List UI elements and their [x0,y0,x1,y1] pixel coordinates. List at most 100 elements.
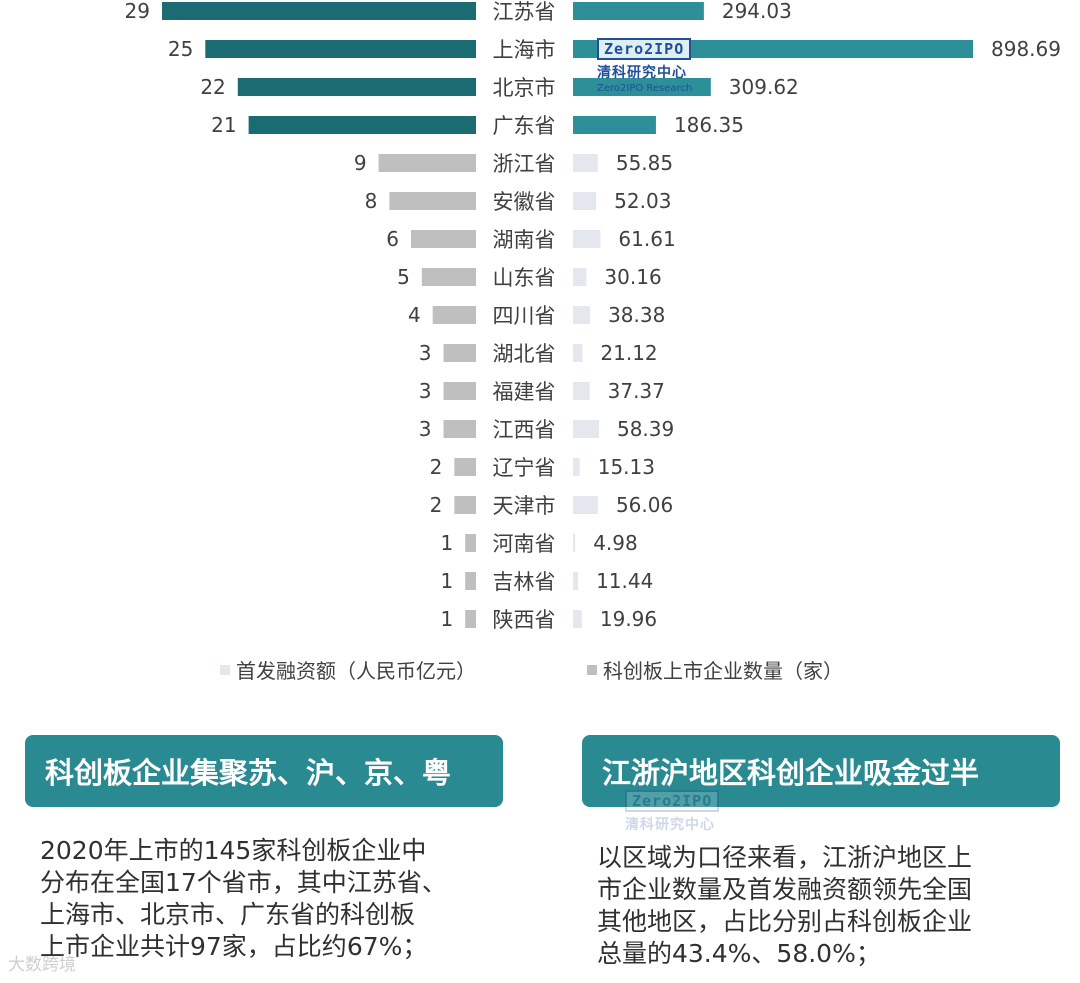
label-amount-7: 30.16 [604,265,661,289]
bar-amount-3 [573,116,656,134]
bar-amount-5 [573,192,597,210]
bar-count-1 [205,40,476,58]
label-amount-16: 19.96 [600,607,657,631]
category-label-9: 湖北省 [493,342,556,366]
legend-swatch-count [587,664,597,675]
label-count-4: 9 [354,151,367,175]
bar-amount-11 [573,420,599,438]
bar-count-2 [237,78,476,96]
category-label-3: 广东省 [493,114,556,138]
category-label-16: 陕西省 [493,608,556,632]
category-label-13: 天津市 [493,494,556,518]
legend-label-amount: 首发融资额（人民币亿元） [236,659,476,683]
label-count-12: 2 [430,455,443,479]
bar-amount-0 [573,2,704,20]
bar-count-16 [465,610,476,628]
label-count-15: 1 [440,569,453,593]
label-amount-13: 56.06 [616,493,673,517]
logo-en: Zero2IPO Research [597,83,693,94]
label-count-1: 25 [168,37,193,61]
text-line: 上海市、北京市、广东省的科创板 [40,900,416,929]
label-amount-4: 55.85 [616,151,673,175]
section-heading-right: 江浙沪地区科创企业吸金过半 [602,756,980,790]
category-label-7: 山东省 [493,266,556,290]
bar-count-6 [411,230,476,248]
category-label-8: 四川省 [493,304,556,328]
category-label-1: 上海市 [493,38,556,62]
text-line: 总量的43.4%、58.0%； [597,939,881,968]
bar-count-8 [432,306,476,324]
label-amount-11: 58.39 [617,417,674,441]
bar-amount-10 [573,382,590,400]
bar-count-0 [162,2,476,20]
category-label-4: 浙江省 [493,152,556,176]
category-label-6: 湖南省 [493,228,556,252]
section-text-right: 以区域为口径来看，江浙沪地区上 市企业数量及首发融资额领先全国 其他地区，占比分… [597,842,972,970]
logo-cn: 清科研究中心 [597,65,687,81]
bar-amount-8 [573,306,591,324]
bar-count-10 [443,382,476,400]
label-count-14: 1 [440,531,453,555]
category-label-11: 江西省 [493,418,556,442]
bar-amount-9 [573,344,583,362]
zero2ipo-logo: Zero2IPO 清科研究中心 Zero2IPO Research [597,38,692,94]
label-amount-9: 21.12 [600,341,657,365]
bar-amount-2 [573,78,711,96]
section-text-left: 2020年上市的145家科创板企业中 分布在全国17个省市，其中江苏省、 上海市… [40,835,447,963]
text-line: 上市企业共计97家，占比约67%； [40,932,428,961]
label-amount-15: 11.44 [596,569,653,593]
zero2ipo-logo-watermark: Zero2IPO 清科研究中心 [625,790,720,834]
bar-amount-7 [573,268,587,286]
label-count-5: 8 [365,189,378,213]
label-amount-6: 61.61 [618,227,675,251]
bar-count-9 [443,344,476,362]
label-amount-14: 4.98 [593,531,638,555]
bar-count-3 [248,116,476,134]
category-label-10: 福建省 [493,380,556,404]
label-amount-8: 38.38 [608,303,665,327]
text-line: 市企业数量及首发融资额领先全国 [597,875,973,904]
category-label-5: 安徽省 [493,190,556,214]
label-amount-3: 186.35 [674,113,744,137]
category-label-12: 辽宁省 [493,456,556,480]
label-amount-12: 15.13 [598,455,655,479]
label-count-13: 2 [430,493,443,517]
bar-amount-15 [573,572,579,590]
text-line: 分布在全国17个省市，其中江苏省、 [40,868,447,897]
label-count-9: 3 [419,341,432,365]
category-label-0: 江苏省 [493,0,556,24]
label-count-2: 22 [200,75,225,99]
legend-label-count: 科创板上市企业数量（家） [603,659,843,683]
logo-box-faint: Zero2IPO [625,790,720,812]
label-amount-0: 294.03 [722,0,792,23]
label-count-10: 3 [419,379,432,403]
bar-amount-6 [573,230,601,248]
bar-count-7 [421,268,476,286]
section-banner-left: 科创板企业集聚苏、沪、京、粤 [25,735,503,807]
category-label-14: 河南省 [493,532,556,556]
text-line: 以区域为口径来看，江浙沪地区上 [597,843,973,872]
label-count-6: 6 [386,227,399,251]
label-amount-1: 898.69 [991,37,1061,61]
section-banner-right: 江浙沪地区科创企业吸金过半 [582,735,1060,807]
legend-item-amount: 首发融资额（人民币亿元） [220,655,476,684]
legend-item-count: 科创板上市企业数量（家） [587,655,843,684]
label-count-0: 29 [125,0,150,23]
category-label-2: 北京市 [493,76,556,100]
bar-amount-12 [573,458,580,476]
logo-box: Zero2IPO [597,38,692,60]
label-count-7: 5 [397,265,410,289]
bar-count-4 [378,154,476,172]
section-heading-left: 科创板企业集聚苏、沪、京、粤 [45,756,452,790]
label-count-8: 4 [408,303,421,327]
legend-swatch-amount [220,664,230,675]
text-line: 其他地区，占比分别占科创板企业 [597,907,973,936]
watermark-text: 大数跨境 [8,955,76,975]
logo-cn-faint: 清科研究中心 [625,817,715,833]
text-line: 2020年上市的145家科创板企业中 [40,836,427,865]
bar-count-15 [465,572,476,590]
bar-count-11 [443,420,476,438]
label-amount-10: 37.37 [608,379,665,403]
label-amount-5: 52.03 [614,189,671,213]
